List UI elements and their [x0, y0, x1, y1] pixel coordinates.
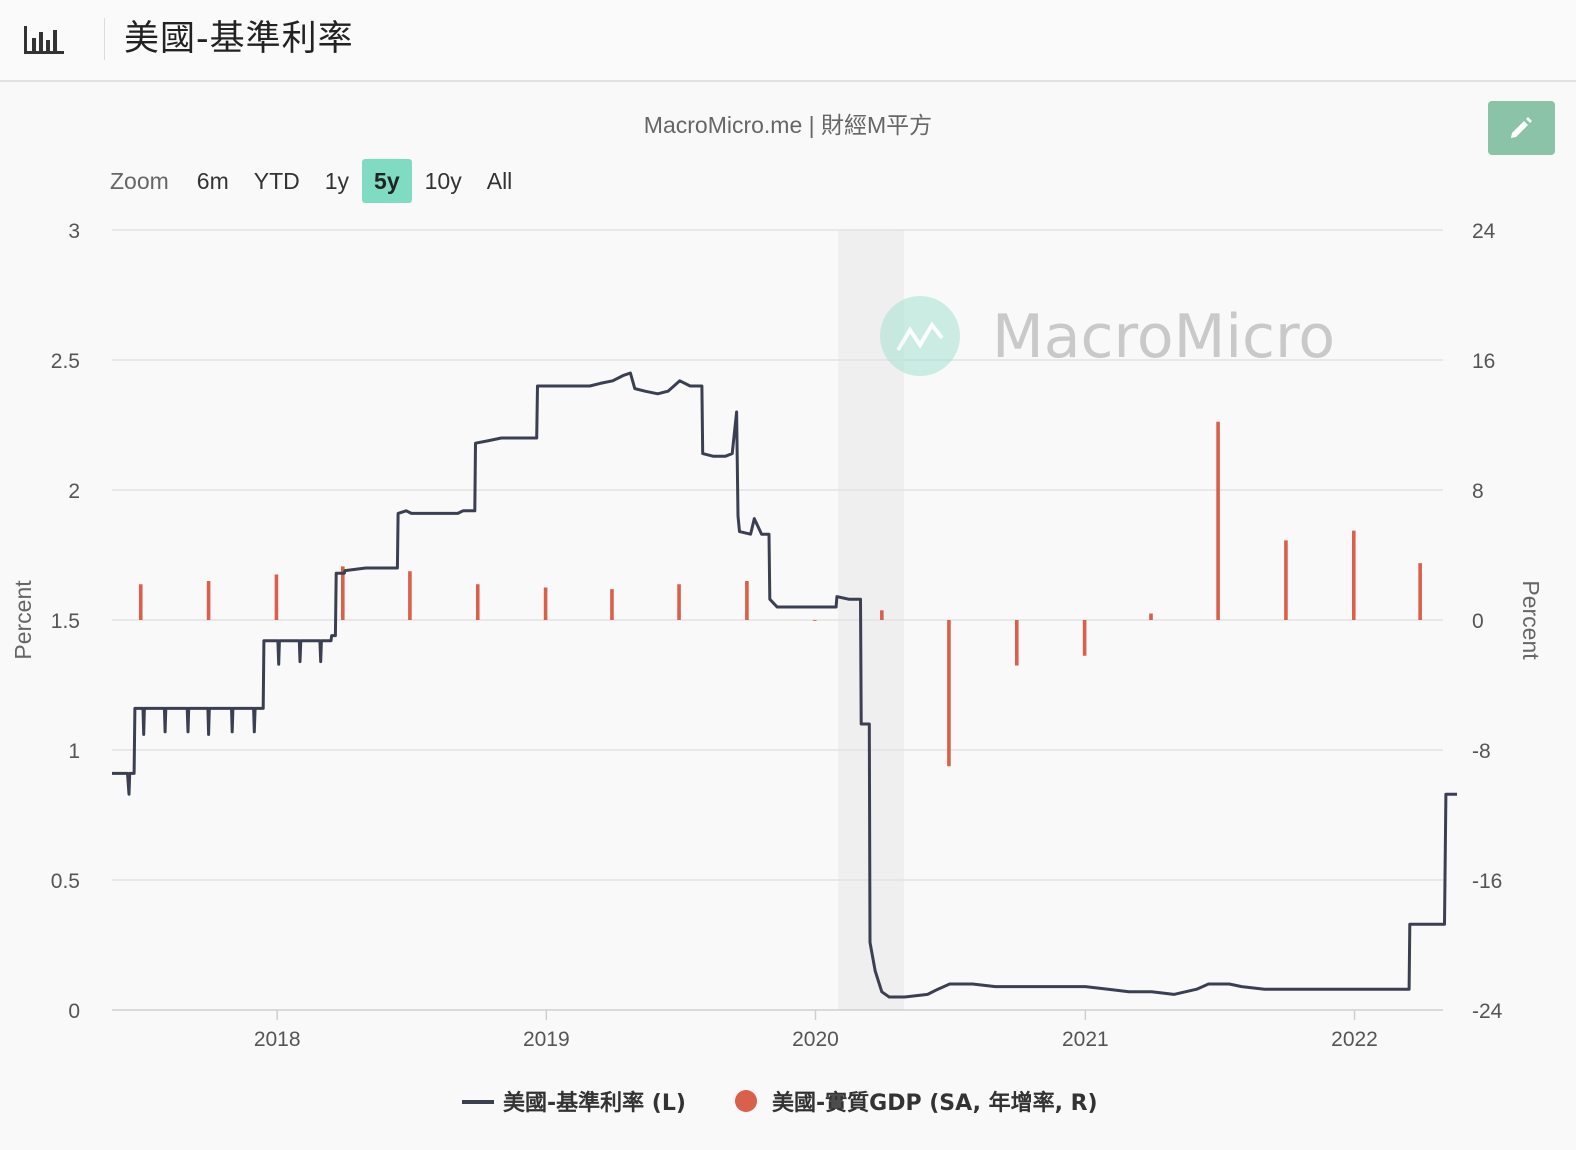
zoom-5y-button[interactable]: 5y [362, 159, 412, 203]
x-tick-label: 2021 [1062, 1028, 1109, 1051]
chart-credits[interactable]: MacroMicro.me | 財經M平方 [643, 112, 933, 138]
gdp-bar [1284, 540, 1288, 620]
y-left-tick-label: 0.5 [51, 870, 80, 893]
gdp-bar [543, 587, 548, 620]
gdp-bar [1014, 620, 1019, 666]
header-bar: 美國-基準利率 [0, 0, 1576, 82]
gdp-bar [610, 589, 614, 620]
gdp-bar [880, 610, 884, 620]
page-title: 美國-基準利率 [124, 19, 354, 59]
x-tick-label: 2020 [792, 1028, 839, 1051]
y-left-tick-label: 1 [68, 740, 80, 763]
gdp-bar [1351, 530, 1356, 620]
gdp-bar [475, 584, 480, 620]
gdp-bar [274, 574, 279, 620]
zoom-6m-button[interactable]: 6m [196, 168, 229, 194]
gdp-bar [341, 566, 345, 620]
y-right-tick-label: -16 [1472, 870, 1502, 893]
y-left-tick-label: 2 [68, 480, 80, 503]
legend-gdp-label: 美國-實質GDP (SA, 年增率, R) [772, 1090, 1098, 1116]
pencil-icon [1511, 117, 1532, 138]
zoom-10y-button[interactable]: 10y [424, 168, 462, 194]
rate-line [112, 371, 1457, 999]
y-right-tick-label: -24 [1472, 1000, 1503, 1023]
gdp-bar [138, 584, 143, 620]
y-right-tick-label: 8 [1472, 480, 1484, 503]
y-left-tick-label: 2.5 [51, 350, 80, 373]
zoom-1y-button[interactable]: 1y [324, 168, 350, 194]
zoom-label: Zoom [110, 167, 169, 194]
x-tick-label: 2022 [1331, 1028, 1378, 1051]
watermark-text: MacroMicro [992, 302, 1335, 372]
gdp-bar [1216, 421, 1220, 620]
gdp-bar [1082, 620, 1087, 656]
gdp-bar [1149, 613, 1153, 620]
gdp-bar [677, 584, 681, 620]
x-tick-label: 2018 [254, 1028, 301, 1051]
gdp-bar [1418, 563, 1422, 620]
gdp-bar [206, 581, 211, 620]
zoom-controls: Zoom 6m YTD 1y 5y 10y All [104, 158, 525, 204]
zoom-all-button[interactable]: All [486, 168, 513, 194]
y-left-tick-label: 0 [68, 1000, 80, 1023]
zoom-ytd-button[interactable]: YTD [253, 168, 300, 194]
gdp-bar [812, 620, 817, 621]
gdp-bar [408, 571, 412, 620]
header-divider [104, 18, 105, 60]
y-right-axis-title: Percent [1518, 580, 1544, 660]
bar-chart-icon [24, 26, 64, 54]
legend-rate-label: 美國-基準利率 (L) [503, 1090, 686, 1116]
y-right-tick-label: -8 [1472, 740, 1491, 763]
y-left-tick-label: 1.5 [51, 610, 80, 633]
y-left-tick-label: 3 [68, 220, 80, 243]
watermark-glyph [896, 321, 944, 352]
y-right-tick-label: 16 [1472, 350, 1495, 373]
gdp-bar [745, 581, 749, 620]
watermark-circle [880, 296, 960, 376]
edit-button[interactable] [1488, 101, 1555, 155]
y-right-tick-label: 0 [1472, 610, 1484, 633]
gdp-bar [947, 620, 951, 767]
y-right-tick-label: 24 [1472, 220, 1496, 243]
x-tick-label: 2019 [523, 1028, 570, 1051]
legend-gdp-symbol [735, 1090, 757, 1112]
watermark-logo [880, 296, 960, 376]
y-left-axis-title: Percent [10, 580, 36, 660]
